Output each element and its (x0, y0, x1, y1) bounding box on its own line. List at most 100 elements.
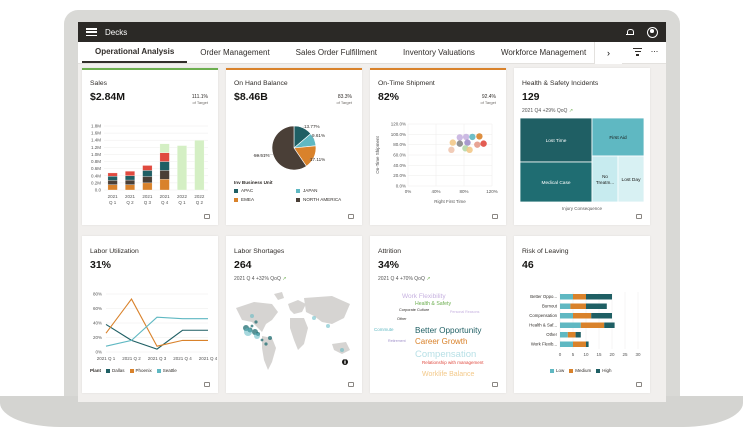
x-tick-label: 2021 Q 4 (173, 356, 192, 361)
bar-segment (560, 303, 571, 309)
pie-label-leader (252, 154, 273, 156)
bar-segment (107, 172, 118, 177)
pie-slice-label: 13.77% (304, 124, 320, 129)
filter-icon[interactable] (633, 48, 642, 57)
bar-segment (591, 313, 612, 319)
health-safety-card[interactable]: Health & Safety Incidents 129 2021 Q4 +2… (514, 68, 650, 225)
x-axis-label: Right First Time (434, 199, 466, 204)
bar-segment (125, 171, 135, 176)
pie-slice (271, 125, 307, 171)
series-line (105, 323, 208, 350)
y-tick-label: 100.0% (391, 132, 406, 137)
x-tick-label: 40% (431, 189, 440, 194)
comment-icon[interactable] (204, 214, 210, 219)
bar-segment (107, 184, 118, 191)
pie-label-leader (308, 157, 315, 160)
y-tick-label: 1.4M (91, 138, 101, 143)
comment-icon[interactable] (348, 214, 354, 219)
legend-item: NORTH AMERICA (296, 197, 341, 202)
comment-icon[interactable] (204, 382, 210, 387)
pie-slice-label: 9.61% (312, 133, 325, 138)
word-cloud-term: Personal Reasons (450, 310, 480, 314)
tab-scroll-right-icon[interactable]: › (594, 42, 622, 64)
bar-segment (159, 152, 170, 162)
card-subtitle: 2021 Q 4 +32% QoQ ↗ (234, 276, 287, 282)
card-value: 82% (378, 91, 400, 103)
y-tick-label: 40.0% (393, 163, 406, 168)
treemap-label: Lost Time (546, 138, 567, 144)
tab-sales-order-fulfillment[interactable]: Sales Order Fulfillment (295, 48, 378, 57)
legend-item: High (596, 368, 612, 373)
x-tick-label: 5 (572, 352, 575, 357)
comment-icon[interactable] (636, 214, 642, 219)
scatter-point (469, 133, 476, 141)
scatter-point (476, 133, 483, 140)
sales-card[interactable]: Sales $2.84M 111.1% of Target 0.0 0.2M 0.4M… (82, 68, 218, 225)
x-tick-label: 10 (583, 352, 589, 357)
comment-icon[interactable] (492, 382, 498, 387)
tab-workforce-management[interactable]: Workforce Management (500, 48, 587, 57)
x-tick-label: 2021 Q 3 (148, 356, 167, 361)
attrition-card[interactable]: Attrition 34% 2021 Q 4 +70% QoQ ↗ Work F… (370, 236, 506, 393)
y-tick-label: 0.8M (91, 159, 101, 164)
labor-utilization-card[interactable]: Labor Utilization 31% 0% 20% 40% 60% 80% 2021… (82, 236, 218, 393)
treemap-cell (591, 118, 644, 157)
risk-of-leaving-card[interactable]: Risk of Leaving 46 0 5 10 15 20 25 30 Better Op… (514, 236, 650, 393)
y-tick-label: 80.0% (393, 142, 406, 147)
x-tick-label: 20 (609, 352, 615, 357)
on-hand-balance-card[interactable]: On Hand Balance $8.46B 83.3% of Target 13… (226, 68, 362, 225)
bar-segment (107, 180, 118, 185)
tab-operational-analysis[interactable]: Operational Analysis (82, 42, 188, 63)
on-time-shipment-card[interactable]: On-Time Shipment 82% 92.4% of Target 0.0%… (370, 68, 506, 225)
attrition-word-cloud: Work Flexibility Health & Safety Corporate… (370, 238, 506, 388)
x-tick-label: Q 1 (109, 200, 117, 205)
comment-icon[interactable] (636, 382, 642, 387)
pie-slice-label: 17.11% (310, 157, 325, 162)
comment-icon[interactable] (492, 214, 498, 219)
labor-shortages-card[interactable]: Labor Shortages 264 2021 Q 4 +32% QoQ ↗ (226, 236, 362, 393)
y-tick-label: 1.8M (91, 124, 101, 129)
y-tick-label: Work Flexib... (531, 342, 557, 347)
bar-segment (125, 184, 135, 191)
card-title: Risk of Leaving (522, 248, 569, 255)
tab-order-management[interactable]: Order Management (200, 48, 270, 57)
x-tick-label: 15 (596, 352, 602, 357)
legend-item: Seattle (156, 368, 177, 373)
inventory-pie-chart: 13.77% 9.61% 17.11% 59.51% (252, 124, 325, 171)
scatter-point (464, 139, 471, 146)
card-value: 46 (522, 259, 534, 271)
y-tick-label: 0.6M (91, 166, 101, 171)
y-tick-label: Better Oppo... (530, 294, 557, 299)
bar-segment (159, 161, 170, 171)
word-cloud-term: Corporate Culture (399, 308, 430, 312)
scatter-point (456, 140, 463, 147)
x-tick-label: 2021 (142, 194, 153, 199)
treemap-cell (591, 155, 619, 202)
bar-segment (560, 313, 573, 319)
bar-segment (107, 175, 118, 181)
y-tick-label: 0.0% (396, 184, 406, 189)
x-tick-label: 0% (405, 189, 412, 194)
bar-segment (573, 294, 586, 300)
scatter-point (474, 141, 481, 148)
card-value: $2.84M (90, 91, 126, 103)
target-indicator: 83.3% of Target (336, 94, 353, 105)
y-tick-label: 60% (93, 306, 102, 311)
bar-segment (560, 322, 581, 328)
notification-bell-icon[interactable] (626, 28, 634, 36)
x-tick-label: Q 2 (126, 200, 134, 205)
x-tick-label: 120% (486, 189, 498, 194)
target-indicator: 111.1% of Target (191, 94, 208, 105)
y-tick-label: 1.2M (91, 145, 101, 150)
hamburger-menu-icon[interactable] (86, 28, 97, 36)
x-tick-label: 2022 (177, 194, 188, 199)
legend-item: EMEA (234, 197, 254, 202)
comment-icon[interactable] (348, 382, 354, 387)
y-tick-label: 0.4M (91, 173, 101, 178)
bar-segment (142, 176, 153, 184)
series-line (105, 316, 208, 347)
tab-inventory-valuations[interactable]: Inventory Valuations (403, 48, 475, 57)
legend-title: Inv Business Unit (234, 180, 273, 185)
more-options-icon[interactable]: ··· (650, 46, 659, 56)
user-avatar-icon[interactable] (647, 26, 658, 38)
